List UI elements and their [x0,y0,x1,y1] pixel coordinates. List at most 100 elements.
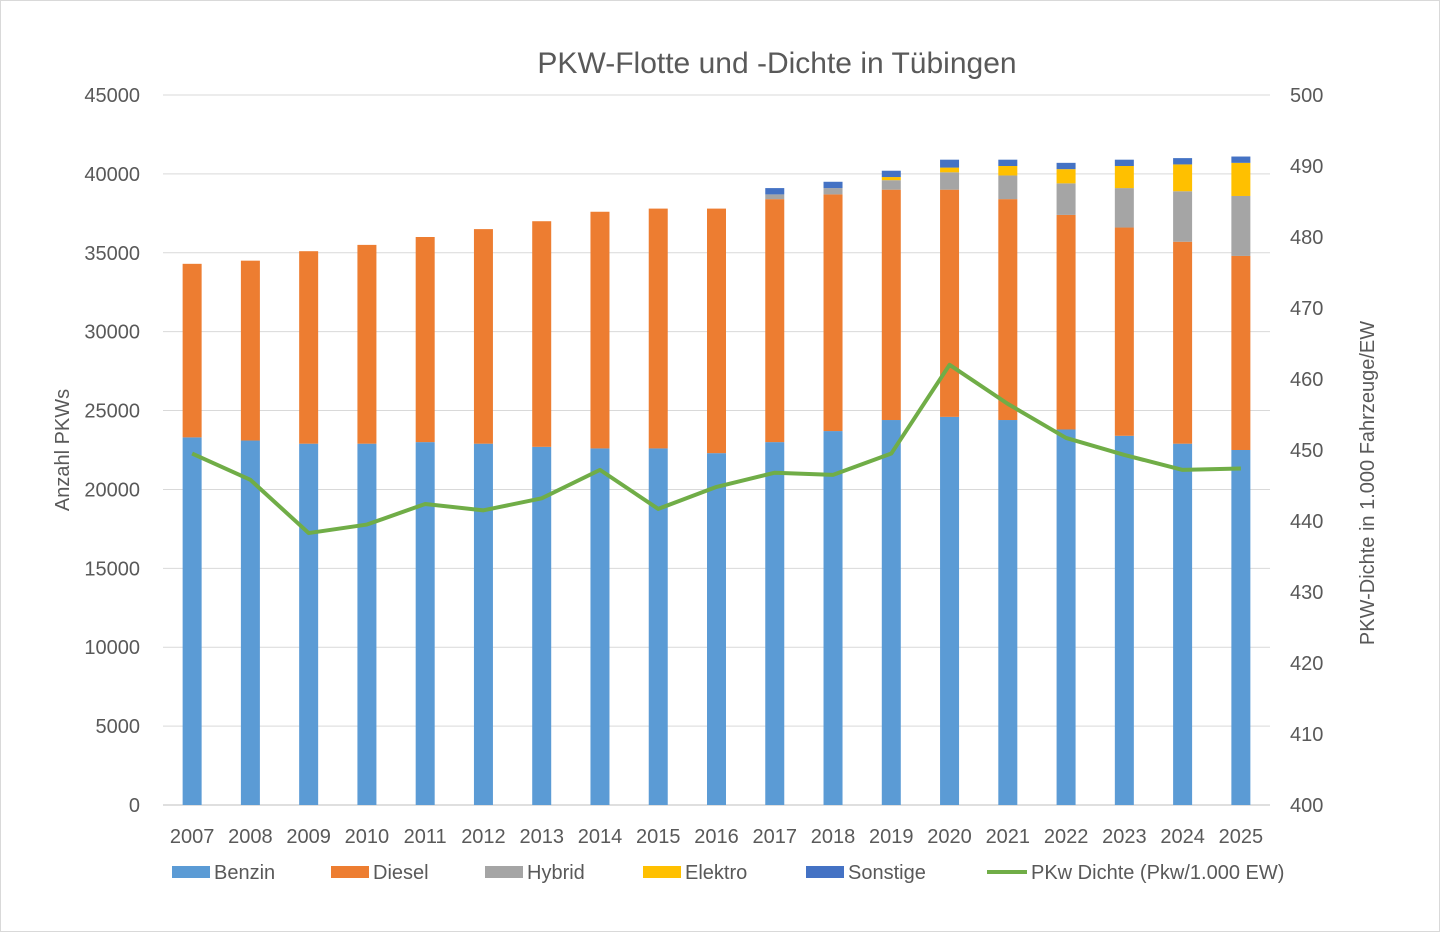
bar-benzin-2009 [299,443,319,805]
bar-benzin-2025 [1231,450,1251,805]
right-tick-label: 410 [1290,724,1323,746]
x-tick-label: 2011 [404,826,447,848]
right-tick-label: 400 [1290,795,1323,817]
bar-diesel-2016 [707,208,726,454]
bar-diesel-2014 [590,211,610,449]
bar-elektro-2021 [998,166,1018,176]
bar-benzin-2012 [473,443,493,805]
x-tick-label: 2015 [636,826,681,848]
legend-label: Benzin [214,862,275,884]
bar-sonstige-2020 [940,159,960,168]
bar-sonstige-2018 [823,181,843,189]
bar-diesel-2022 [1056,214,1076,430]
chart-title: PKW-Flotte und -Dichte in Tübingen [537,47,1016,80]
bar-diesel-2009 [299,251,319,444]
bar-benzin-2016 [707,453,726,805]
left-tick-label: 10000 [84,637,140,659]
x-tick-label: 2023 [1102,826,1147,848]
bar-diesel-2019 [881,189,901,421]
right-tick-label: 500 [1290,85,1323,107]
x-tick-label: 2007 [170,826,215,848]
right-tick-label: 460 [1290,369,1323,391]
x-tick-label: 2010 [345,826,390,848]
left-tick-label: 25000 [84,401,140,423]
bar-diesel-2015 [648,208,668,449]
bar-benzin-2015 [648,448,668,805]
legend-label: Sonstige [848,862,926,884]
bar-sonstige-2017 [765,188,785,195]
bar-elektro-2020 [940,167,960,173]
bar-benzin-2014 [590,448,610,805]
x-tick-label: 2020 [927,826,972,848]
left-tick-label: 20000 [84,479,140,501]
bar-benzin-2022 [1056,429,1076,805]
bar-elektro-2023 [1114,166,1134,189]
left-tick-label: 45000 [84,85,140,107]
bar-hybrid-2022 [1056,183,1076,215]
x-tick-label: 2008 [228,826,273,848]
bar-benzin-2021 [998,420,1018,805]
density-line [191,362,1241,536]
bar-diesel-2010 [357,244,377,444]
right-tick-label: 440 [1290,511,1323,533]
bar-benzin-2019 [881,420,901,805]
right-tick-label: 470 [1290,298,1323,320]
bar-benzin-2010 [357,443,377,805]
bar-elektro-2024 [1173,164,1193,192]
legend-label: Diesel [373,862,429,884]
bar-diesel-2025 [1231,255,1251,450]
left-axis-ticks: 0 5000 10000 15000 20000 25000 30000 35000 40000… [84,85,140,817]
bar-sonstige-2019 [881,170,901,178]
x-tick-label: 2013 [519,826,564,848]
x-tick-label: 2019 [869,826,914,848]
bar-diesel-2008 [240,260,260,441]
legend-label: PKw Dichte (Pkw/1.000 EW) [1031,862,1284,884]
x-tick-label: 2025 [1219,826,1264,848]
left-tick-label: 35000 [84,243,140,265]
bar-benzin-2020 [940,416,960,805]
right-tick-label: 420 [1290,653,1323,675]
bar-benzin-2007 [182,437,202,805]
bar-diesel-2017 [765,199,785,443]
left-axis-title: Anzahl PKWs [52,389,74,511]
bar-diesel-2012 [473,229,493,444]
bar-benzin-2013 [532,446,552,805]
x-tick-label: 2014 [578,826,623,848]
bar-diesel-2018 [823,194,843,432]
bar-sonstige-2024 [1173,158,1193,165]
bar-hybrid-2023 [1114,188,1134,228]
x-tick-label: 2016 [694,826,739,848]
bar-diesel-2021 [998,199,1018,421]
gridlines [163,94,1270,806]
x-tick-label: 2018 [811,826,856,848]
x-tick-label: 2021 [986,826,1031,848]
bar-sonstige-2025 [1231,156,1251,163]
legend-swatch-benzin [172,866,210,878]
bar-diesel-2011 [415,237,435,443]
bar-sonstige-2023 [1114,159,1134,166]
bar-elektro-2025 [1231,162,1251,196]
bar-diesel-2007 [182,263,202,438]
bar-hybrid-2018 [823,188,843,195]
x-axis-ticks: 2007 2008 2009 2010 2011 2012 2013 2014 2015 2016… [170,826,1263,848]
x-tick-label: 2012 [461,826,506,848]
right-tick-label: 480 [1290,227,1323,249]
bar-hybrid-2024 [1173,191,1193,242]
x-tick-label: 2017 [753,826,798,848]
left-tick-label: 5000 [96,716,141,738]
right-axis-title: PKW-Dichte in 1.000 Fahrzeuge/EW [1357,321,1379,645]
x-tick-label: 2024 [1160,826,1205,848]
left-tick-label: 30000 [84,322,140,344]
bar-benzin-2011 [415,442,435,805]
legend-swatch-diesel [331,866,369,878]
bar-benzin-2023 [1114,435,1134,805]
bar-diesel-2023 [1114,227,1134,436]
bar-diesel-2013 [532,221,552,447]
bar-elektro-2019 [881,177,901,181]
right-axis-ticks: 400 410 420 430 440 450 460 470 480 490 500 [1290,85,1323,817]
bar-hybrid-2020 [940,172,960,190]
bar-hybrid-2021 [998,175,1018,200]
legend-swatch-sonstige [806,866,844,878]
legend: Benzin Diesel Hybrid Elektro Sonstige PKw Dic… [172,862,1284,884]
